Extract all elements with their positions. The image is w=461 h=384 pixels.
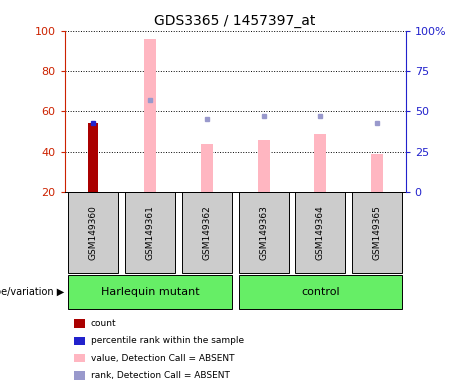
Bar bbox=[125, 192, 175, 273]
Bar bbox=[68, 275, 232, 309]
Text: GSM149363: GSM149363 bbox=[259, 205, 268, 260]
Text: control: control bbox=[301, 287, 340, 297]
Text: GSM149360: GSM149360 bbox=[89, 205, 97, 260]
Title: GDS3365 / 1457397_at: GDS3365 / 1457397_at bbox=[154, 14, 316, 28]
Bar bbox=[258, 140, 270, 192]
Bar bbox=[88, 124, 98, 192]
Bar bbox=[238, 192, 289, 273]
Text: GSM149362: GSM149362 bbox=[202, 205, 211, 260]
Text: genotype/variation ▶: genotype/variation ▶ bbox=[0, 287, 65, 297]
Text: GSM149364: GSM149364 bbox=[316, 205, 325, 260]
Bar bbox=[314, 134, 326, 192]
Bar bbox=[352, 192, 402, 273]
Bar bbox=[182, 192, 232, 273]
Text: value, Detection Call = ABSENT: value, Detection Call = ABSENT bbox=[91, 354, 234, 362]
Text: GSM149365: GSM149365 bbox=[373, 205, 382, 260]
Bar bbox=[201, 144, 213, 192]
Bar bbox=[144, 39, 156, 192]
Bar bbox=[68, 192, 118, 273]
Text: Harlequin mutant: Harlequin mutant bbox=[100, 287, 199, 297]
Bar bbox=[296, 192, 345, 273]
Text: GSM149361: GSM149361 bbox=[145, 205, 154, 260]
Bar bbox=[238, 275, 402, 309]
Text: percentile rank within the sample: percentile rank within the sample bbox=[91, 336, 244, 345]
Text: count: count bbox=[91, 319, 117, 328]
Bar bbox=[371, 154, 383, 192]
Text: rank, Detection Call = ABSENT: rank, Detection Call = ABSENT bbox=[91, 371, 230, 380]
